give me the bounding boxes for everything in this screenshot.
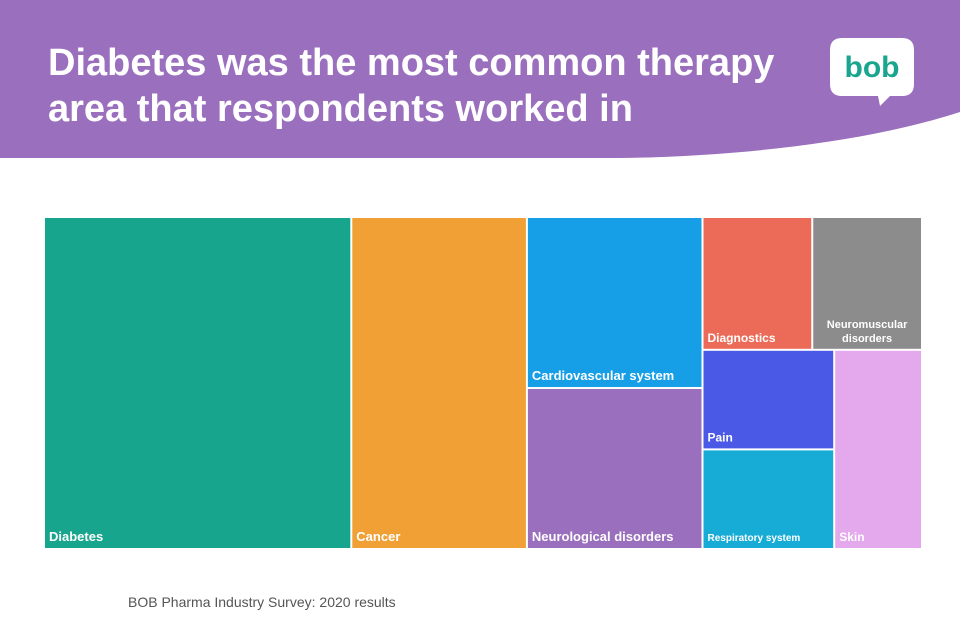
header-banner-shape <box>0 0 960 158</box>
treemap-tile-neuromuscular-disorders <box>813 218 921 349</box>
bob-logo: bob <box>830 38 914 106</box>
treemap-tile-cardiovascular-system <box>527 218 702 387</box>
treemap-label-cardiovascular-system: Cardiovascular system <box>532 368 674 383</box>
treemap-tile-neurological-disorders <box>527 388 702 548</box>
logo-speech-bubble-icon <box>830 38 914 106</box>
treemap-tile-diabetes <box>45 218 351 548</box>
page-title-line-2: area that respondents worked in <box>48 88 633 130</box>
treemap-tile-cancer <box>352 218 526 548</box>
treemap-tile-skin <box>835 350 921 548</box>
source-note: BOB Pharma Industry Survey: 2020 results <box>128 594 396 610</box>
page-title: Diabetes was the most common therapy are… <box>48 40 808 132</box>
treemap-label-respiratory-system: Respiratory system <box>708 533 801 544</box>
treemap-label-pain: Pain <box>708 430 733 444</box>
treemap-tile-respiratory-system <box>703 450 834 548</box>
header-banner <box>0 0 960 158</box>
treemap-label-cancer: Cancer <box>356 529 400 544</box>
treemap-label-diabetes: Diabetes <box>49 529 103 544</box>
treemap-tile-pain <box>703 350 834 449</box>
treemap-tile-diagnostics <box>703 218 812 349</box>
treemap-label-diagnostics: Diagnostics <box>708 331 776 345</box>
logo-text: bob <box>845 51 900 84</box>
treemap-label-neurological-disorders: Neurological disorders <box>532 529 674 544</box>
page-title-line-1: Diabetes was the most common therapy <box>48 42 775 84</box>
treemap-label-skin: Skin <box>839 530 864 544</box>
treemap-label-neuromuscular-disorders: Neuromuscular disorders <box>827 319 908 345</box>
